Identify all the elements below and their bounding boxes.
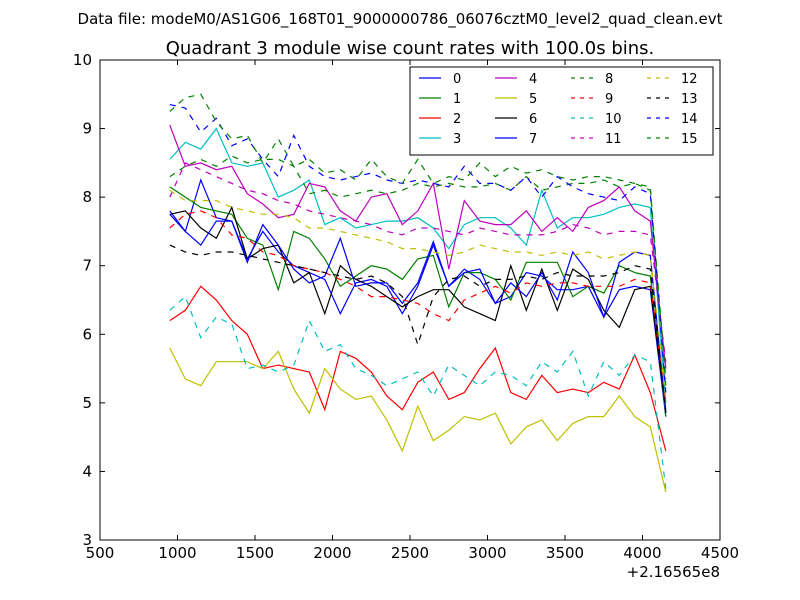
x-tick-label: 3500	[546, 544, 584, 562]
legend-label-3: 3	[453, 132, 461, 147]
x-tick-label: 500	[86, 544, 115, 562]
x-tick-label: 1500	[236, 544, 274, 562]
y-tick-label: 5	[82, 394, 92, 412]
series-layer	[169, 93, 667, 493]
series-6-line	[169, 205, 667, 410]
series-7-line	[169, 213, 667, 414]
legend-label-1: 1	[453, 92, 461, 107]
legend-label-8: 8	[605, 72, 613, 87]
axes-layer: 500 1000 1500 2000 2500 3000 3500 4000 4500 3 4 5 6 7…	[73, 51, 739, 562]
series-10-line	[169, 295, 667, 489]
legend-box	[409, 66, 714, 156]
x-offset-label: +2.16565e8	[627, 563, 720, 581]
series-5-line	[169, 347, 667, 493]
series-4-line	[169, 124, 667, 369]
legend-label-13: 13	[681, 92, 698, 107]
y-tick-label: 4	[82, 462, 92, 480]
x-tick-label: 4000	[623, 544, 661, 562]
legend-label-2: 2	[453, 112, 461, 127]
series-2-line	[169, 285, 667, 452]
x-tick-label: 1000	[158, 544, 196, 562]
series-0-line	[169, 178, 667, 417]
y-tick-label: 3	[82, 531, 92, 549]
series-1-line	[169, 186, 667, 417]
series-8-line	[169, 155, 667, 379]
x-tick-label: 2000	[313, 544, 351, 562]
legend-label-0: 0	[453, 72, 461, 87]
y-tick-label: 6	[82, 325, 92, 343]
series-13-line	[169, 244, 667, 414]
chart-title: Quadrant 3 module wise count rates with …	[166, 38, 655, 59]
x-tick-label: 3000	[468, 544, 506, 562]
legend-label-4: 4	[529, 72, 537, 87]
series-3-line	[169, 127, 667, 403]
legend-label-7: 7	[529, 132, 537, 147]
legend-label-14: 14	[681, 112, 698, 127]
y-tick-label: 9	[82, 120, 92, 138]
x-tick-label: 4500	[701, 544, 739, 562]
legend-label-11: 11	[605, 132, 622, 147]
legend-label-10: 10	[605, 112, 622, 127]
series-14-line	[169, 104, 667, 393]
legend-label-15: 15	[681, 132, 698, 147]
y-tick-label: 8	[82, 188, 92, 206]
legend-label-12: 12	[681, 72, 698, 87]
legend-label-5: 5	[529, 92, 537, 107]
series-9-line	[169, 210, 667, 403]
legend-label-6: 6	[529, 112, 537, 127]
y-tick-label: 7	[82, 257, 92, 275]
series-11-line	[169, 162, 667, 362]
series-12-line	[169, 189, 667, 400]
series-15-line	[169, 93, 667, 386]
x-tick-label: 2500	[391, 544, 429, 562]
y-tick-label: 10	[73, 51, 92, 69]
legend-label-9: 9	[605, 92, 613, 107]
figure-suptitle: Data file: modeM0/AS1G06_168T01_90000007…	[78, 10, 723, 29]
